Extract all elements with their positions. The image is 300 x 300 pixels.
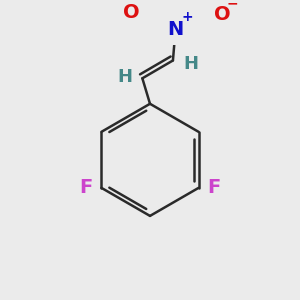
Text: H: H (117, 68, 132, 86)
Text: H: H (183, 55, 198, 73)
Text: O: O (214, 5, 230, 24)
Text: O: O (123, 3, 140, 22)
Text: +: + (181, 10, 193, 24)
Text: N: N (167, 20, 184, 39)
Text: F: F (79, 178, 92, 197)
Text: F: F (208, 178, 221, 197)
Text: −: − (226, 0, 238, 11)
